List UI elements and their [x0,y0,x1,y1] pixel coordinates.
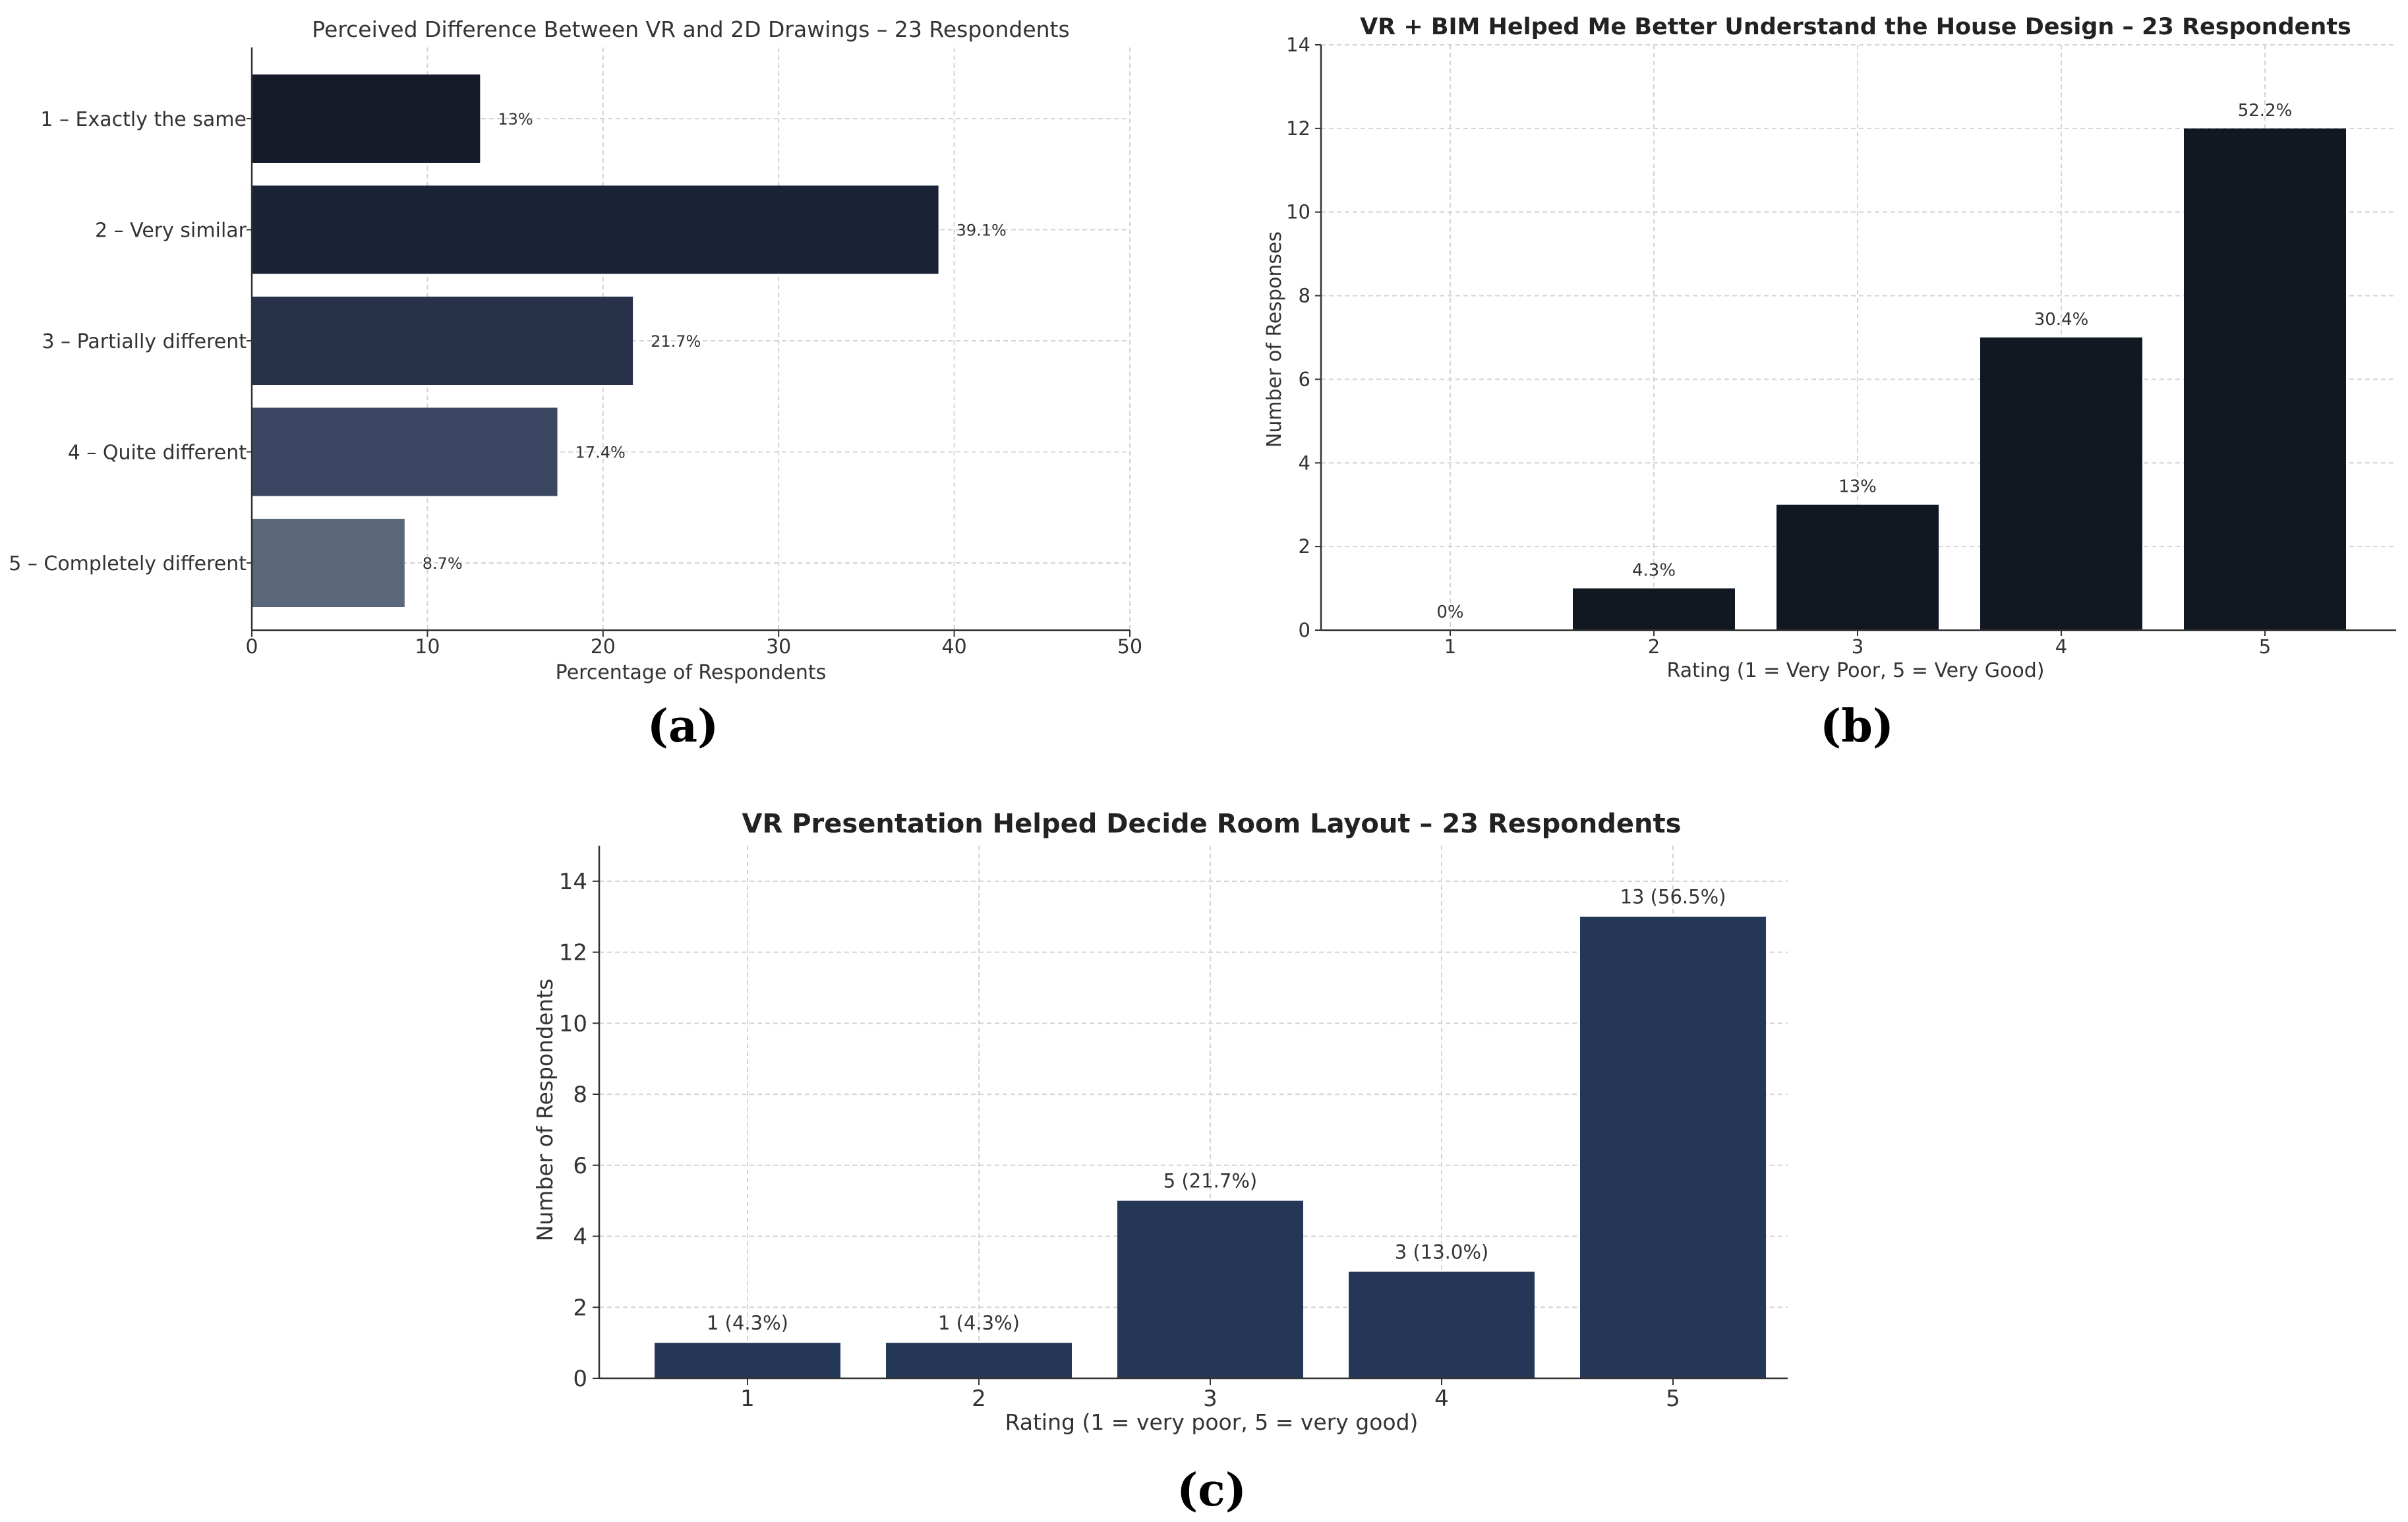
chart-a-x-tick-labels: 0 10 20 30 40 50 [245,635,1142,659]
chart-a-title: Perceived Difference Between VR and 2D D… [312,16,1069,42]
chart-c-data-label: 3 (13.0%) [1395,1241,1488,1263]
chart-b-data-label: 0% [1436,602,1463,622]
chart-a-category-label: 5 – Completely different [9,552,247,575]
chart-b-data-label: 52.2% [2238,101,2293,121]
chart-c-x-tick-labels: 1 2 3 4 5 [740,1386,1680,1412]
chart-b-bar [1980,337,2142,630]
chart-a-data-label: 21.7% [651,332,701,351]
chart-a-data-labels: 13% 39.1% 21.7% 17.4% 8.7% [423,110,1007,573]
chart-c-data-labels: 1 (4.3%) 1 (4.3%) 5 (21.7%) 3 (13.0%) 13 (56… [707,886,1726,1334]
chart-b-x-tick-label: 4 [2055,635,2067,658]
chart-c-x-axis-label: Rating (1 = very poor, 5 = very good) [1005,1409,1419,1435]
chart-c-bar [1349,1272,1535,1378]
chart-c-bar [1580,916,1766,1378]
chart-c-y-tick-label: 10 [559,1010,587,1037]
chart-c-bar [655,1343,840,1378]
chart-a-x-tick-label: 20 [591,635,616,659]
chart-a-bar [252,297,633,385]
chart-b-x-axis-label: Rating (1 = Very Poor, 5 = Very Good) [1667,659,2045,682]
chart-b-x-tick-labels: 1 2 3 4 5 [1444,635,2271,658]
chart-c-title: VR Presentation Helped Decide Room Layou… [742,809,1682,839]
chart-a-data-label: 39.1% [956,221,1007,240]
chart-panel-a: Perceived Difference Between VR and 2D D… [9,16,1142,753]
chart-a-axes [247,47,1131,637]
chart-b-x-tick-label: 5 [2259,635,2271,658]
chart-a-data-label: 8.7% [423,554,463,573]
chart-a-bar [252,185,939,274]
chart-b-y-axis-label: Number of Responses [1263,231,1286,448]
chart-b-data-label: 13% [1838,477,1877,497]
chart-a-bar [252,407,558,496]
chart-c-y-tick-label: 8 [573,1082,587,1108]
chart-c-y-tick-labels: 0 2 4 6 8 10 12 14 [559,869,587,1392]
chart-b-y-tick-label: 6 [1299,368,1310,390]
chart-a-category-labels: 1 – Exactly the same 2 – Very similar 3 – … [9,108,247,575]
chart-c-x-tick-label: 3 [1203,1386,1218,1412]
chart-c-y-tick-label: 0 [573,1366,587,1392]
chart-b-axes [1315,44,2396,636]
chart-a-x-axis-label: Percentage of Respondents [556,661,827,684]
chart-a-x-tick-label: 10 [415,635,440,659]
chart-c-bars [655,916,1766,1378]
chart-b-y-tick-label: 12 [1286,117,1310,140]
chart-b-y-tick-label: 14 [1286,34,1310,56]
chart-c-y-tick-label: 4 [573,1224,587,1250]
chart-b-data-labels: 0% 4.3% 13% 30.4% 52.2% [1436,101,2292,622]
chart-b-data-label: 30.4% [2034,310,2089,330]
chart-b-y-tick-label: 0 [1299,619,1310,641]
chart-a-category-label: 3 – Partially different [42,330,247,353]
chart-a-bar [252,74,481,163]
chart-b-y-tick-label: 2 [1299,535,1310,558]
chart-c-y-tick-label: 12 [559,940,587,966]
chart-c-x-tick-label: 5 [1666,1386,1680,1412]
chart-b-y-tick-label: 4 [1299,452,1310,474]
chart-a-bars [252,74,939,607]
chart-b-bar [2184,128,2346,630]
chart-b-bar [1777,504,1939,630]
chart-panel-c: VR Presentation Helped Decide Room Layou… [532,809,1788,1517]
chart-a-data-label: 13% [498,110,533,129]
chart-b-bars [1573,128,2346,630]
chart-a-data-label: 17.4% [575,444,626,462]
chart-a-x-tick-label: 50 [1117,635,1142,659]
chart-c-y-axis-label: Number of Respondents [532,979,558,1242]
chart-c-y-tick-label: 2 [573,1295,587,1321]
chart-c-bar [1117,1200,1303,1378]
chart-a-category-label: 1 – Exactly the same [40,108,247,131]
chart-c-panel-label: (c) [1177,1464,1247,1517]
chart-a-x-tick-label: 0 [245,635,258,659]
chart-c-data-label: 13 (56.5%) [1620,886,1726,908]
chart-a-category-label: 2 – Very similar [95,220,247,243]
chart-a-bar [252,519,405,607]
chart-b-y-tick-label: 8 [1299,285,1310,307]
chart-a-category-label: 4 – Quite different [68,442,247,465]
chart-c-data-label: 1 (4.3%) [707,1312,788,1334]
chart-b-data-label: 4.3% [1632,561,1676,581]
chart-panel-b: VR + BIM Helped Me Better Understand the… [1263,14,2396,753]
chart-b-x-tick-label: 3 [1852,635,1864,658]
chart-b-y-tick-label: 10 [1286,201,1310,223]
chart-b-x-tick-label: 1 [1444,635,1456,658]
chart-b-bar [1573,588,1735,630]
chart-c-axes [593,846,1788,1385]
chart-b-x-tick-label: 2 [1648,635,1660,658]
chart-c-data-label: 5 (21.7%) [1163,1170,1257,1192]
chart-c-y-tick-label: 6 [573,1153,587,1179]
chart-c-x-tick-label: 1 [740,1386,755,1412]
chart-c-y-tick-label: 14 [559,869,587,895]
chart-b-title: VR + BIM Helped Me Better Understand the… [1360,14,2351,40]
chart-c-x-tick-label: 2 [972,1386,986,1412]
chart-a-panel-label: (a) [647,700,719,753]
chart-c-data-label: 1 (4.3%) [938,1312,1020,1334]
chart-a-x-tick-label: 40 [942,635,967,659]
chart-c-x-tick-label: 4 [1434,1386,1449,1412]
chart-b-y-tick-labels: 0 2 4 6 8 10 12 14 [1286,34,1310,641]
chart-a-x-tick-label: 30 [766,635,791,659]
chart-c-bar [886,1343,1072,1378]
chart-b-panel-label: (b) [1820,700,1894,753]
